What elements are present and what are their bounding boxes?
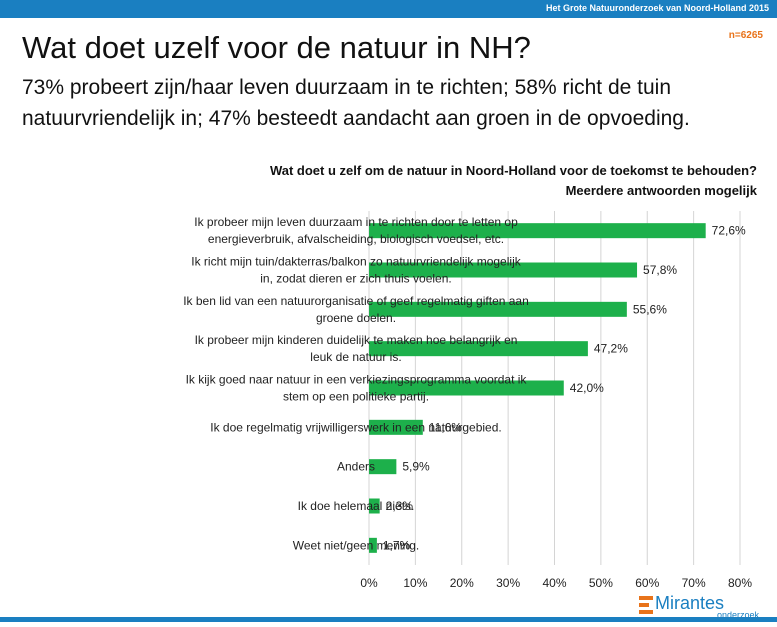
top-bar: Het Grote Natuuronderzoek van Noord-Holl… (0, 0, 777, 18)
bar-value-label: 55,6% (633, 302, 667, 316)
sample-size: n=6265 (728, 30, 763, 41)
category-label: groene doelen. (316, 311, 396, 325)
bar (369, 262, 638, 278)
bar (369, 459, 397, 475)
slide-subtitle: 73% probeert zijn/haar leven duurzaam in… (22, 76, 690, 130)
chart-title-line-1: Wat doet u zelf om de natuur in Noord-Ho… (269, 163, 757, 178)
bar (369, 341, 588, 357)
bar (369, 419, 423, 435)
bar-value-label: 1,7% (383, 538, 411, 552)
bar-value-label: 47,2% (594, 342, 628, 356)
bar (369, 537, 377, 553)
category-label: Ik ben lid van een natuurorganisatie of … (183, 294, 529, 308)
bar-value-label: 57,8% (643, 263, 677, 277)
x-tick-label: 70% (682, 576, 706, 590)
bar-value-label: 5,9% (402, 460, 430, 474)
category-label: Weet niet/geen mening. (293, 538, 420, 552)
bar (369, 301, 627, 317)
brand-logo-mark-icon (639, 596, 653, 614)
bar-value-label: 42,0% (570, 381, 604, 395)
category-label: Anders (337, 460, 375, 474)
x-tick-label: 0% (360, 576, 378, 590)
brand-logo: Mirantes onderzoek (639, 593, 759, 620)
bar (369, 498, 380, 514)
x-tick-label: 50% (589, 576, 613, 590)
category-label: Ik richt mijn tuin/dakterras/balkon zo n… (191, 255, 521, 269)
footer-bar (0, 617, 777, 622)
category-label: energieverbruik, afvalscheiding, biologi… (208, 232, 504, 246)
x-tick-label: 60% (635, 576, 659, 590)
brand-tagline: onderzoek (716, 610, 759, 620)
brand-name: Mirantes (655, 593, 725, 613)
x-tick-label: 40% (542, 576, 566, 590)
slide-title: Wat doet uzelf voor de natuur in NH? (22, 30, 531, 65)
category-label: in, zodat dieren er zich thuis voelen. (260, 272, 451, 286)
x-tick-label: 80% (728, 576, 752, 590)
category-label: stem op een politieke partij. (283, 390, 429, 404)
report-title: Het Grote Natuuronderzoek van Noord-Holl… (545, 3, 769, 13)
bar-value-label: 2,3% (386, 499, 414, 513)
category-label: Ik doe regelmatig vrijwilligerswerk in e… (210, 420, 501, 434)
chart-title: Wat doet u zelf om de natuur in Noord-Ho… (270, 161, 757, 201)
x-tick-label: 10% (403, 576, 427, 590)
category-label: Ik kijk goed naar natuur in een verkiezi… (186, 373, 528, 387)
chart-title-line-2: Meerdere antwoorden mogelijk (565, 183, 757, 198)
bar (369, 380, 564, 396)
category-label: Ik probeer mijn kinderen duidelijk te ma… (195, 333, 518, 347)
category-label: Ik probeer mijn leven duurzaam in te ric… (194, 215, 518, 229)
bar (369, 223, 706, 239)
category-label: Ik doe helemaal niets. (298, 499, 415, 513)
bar-value-label: 11,6% (429, 420, 462, 434)
x-tick-label: 30% (496, 576, 520, 590)
x-tick-label: 20% (450, 576, 474, 590)
bar-value-label: 72,6% (712, 224, 746, 238)
category-label: leuk de natuur is. (310, 350, 401, 364)
